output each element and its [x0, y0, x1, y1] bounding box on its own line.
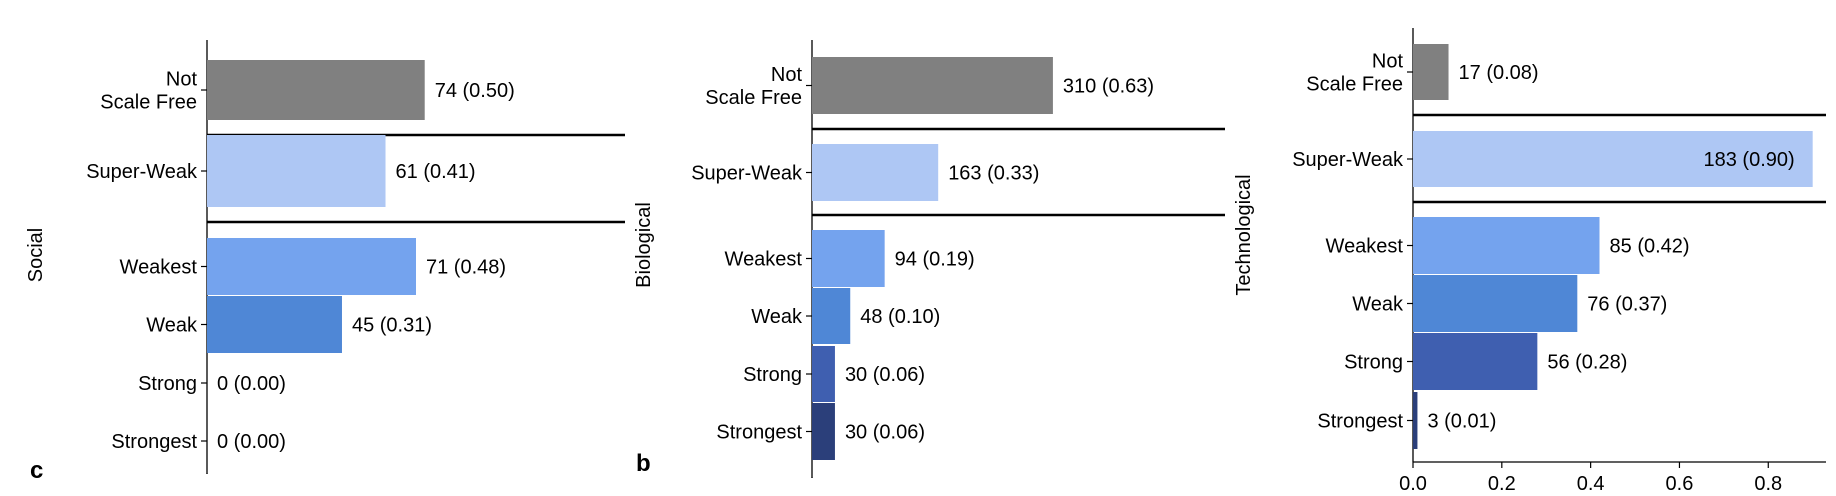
y-axis-label: Technological — [1233, 174, 1255, 295]
value-label-strong: 56 (0.28) — [1547, 352, 1627, 374]
category-label-weak: Weak — [751, 306, 803, 328]
category-label-super-weak: Super-Weak — [1292, 149, 1404, 171]
category-label-not-scale-free: Not Scale Free — [100, 69, 197, 114]
x-tick-label: 0.2 — [1488, 473, 1516, 495]
x-tick-label: 0.0 — [1399, 473, 1427, 495]
category-label-strongest: Strongest — [111, 431, 197, 453]
bar-super-weak — [812, 144, 939, 201]
category-label-strong: Strong — [138, 373, 197, 395]
category-label-weak: Weak — [146, 315, 198, 337]
x-tick-label: 0.4 — [1577, 473, 1605, 495]
category-label-not-scale-free: Not Scale Free — [1306, 51, 1403, 96]
value-label-not-scale-free: 310 (0.63) — [1063, 76, 1154, 98]
panel-label: b — [636, 450, 651, 477]
bar-weak — [812, 288, 851, 344]
y-axis-label: Biological — [633, 202, 655, 288]
category-label-strong: Strong — [743, 364, 802, 386]
bar-super-weak — [207, 135, 386, 207]
value-label-strongest: 30 (0.06) — [845, 422, 925, 444]
value-label-weakest: 94 (0.19) — [895, 249, 975, 271]
value-label-strong: 30 (0.06) — [845, 364, 925, 386]
value-label-strongest: 3 (0.01) — [1427, 411, 1496, 433]
category-label-super-weak: Super-Weak — [691, 163, 803, 185]
value-label-super-weak: 61 (0.41) — [396, 161, 476, 183]
category-label-strong: Strong — [1344, 352, 1403, 374]
bar-strongest — [812, 403, 835, 460]
category-label-weak: Weak — [1352, 294, 1404, 316]
value-label-strong: 0 (0.00) — [217, 373, 286, 395]
x-tick-label: 0.8 — [1754, 473, 1782, 495]
biological-panel: Not Scale Free 310 (0.63) Super-Weak 163 (0.… — [633, 40, 1225, 478]
bar-weakest — [207, 238, 416, 295]
value-label-super-weak: 163 (0.33) — [948, 163, 1039, 185]
bar-strong — [1413, 333, 1538, 390]
bar-not-scale-free — [207, 60, 425, 120]
y-axis-label: Social — [25, 228, 47, 282]
bar-not-scale-free — [1413, 44, 1449, 100]
value-label-weak: 48 (0.10) — [860, 306, 940, 328]
category-label-super-weak: Super-Weak — [86, 161, 198, 183]
category-label-weakest: Weakest — [1326, 236, 1404, 258]
category-label-not-scale-free: Not Scale Free — [705, 64, 802, 109]
value-label-strongest: 0 (0.00) — [217, 431, 286, 453]
value-label-not-scale-free: 74 (0.50) — [435, 80, 515, 102]
value-label-weakest: 85 (0.42) — [1610, 236, 1690, 258]
bar-strong — [812, 346, 835, 402]
social-panel: Not Scale Free 74 (0.50) Super-Weak 61 (0.41… — [25, 40, 625, 484]
bar-weakest — [1413, 217, 1600, 274]
panel-label: c — [30, 457, 43, 484]
category-label-strongest: Strongest — [716, 422, 802, 444]
value-label-weak: 45 (0.31) — [352, 315, 432, 337]
technological-panel: Not Scale Free 17 (0.08) Super-Weak 183 (0.9… — [1233, 28, 1826, 495]
category-label-weakest: Weakest — [725, 249, 803, 271]
value-label-not-scale-free: 17 (0.08) — [1459, 62, 1539, 84]
bar-weak — [207, 296, 342, 353]
x-tick-label: 0.6 — [1666, 473, 1694, 495]
bar-weak — [1413, 275, 1578, 332]
category-label-weakest: Weakest — [120, 257, 198, 279]
bar-not-scale-free — [812, 57, 1053, 114]
value-label-weak: 76 (0.37) — [1587, 294, 1667, 316]
bar-weakest — [812, 230, 885, 287]
value-label-super-weak: 183 (0.90) — [1704, 149, 1795, 171]
category-label-strongest: Strongest — [1317, 411, 1403, 433]
value-label-weakest: 71 (0.48) — [426, 257, 506, 279]
bar-super-weak — [1413, 131, 1813, 187]
bar-strongest — [1413, 392, 1418, 449]
